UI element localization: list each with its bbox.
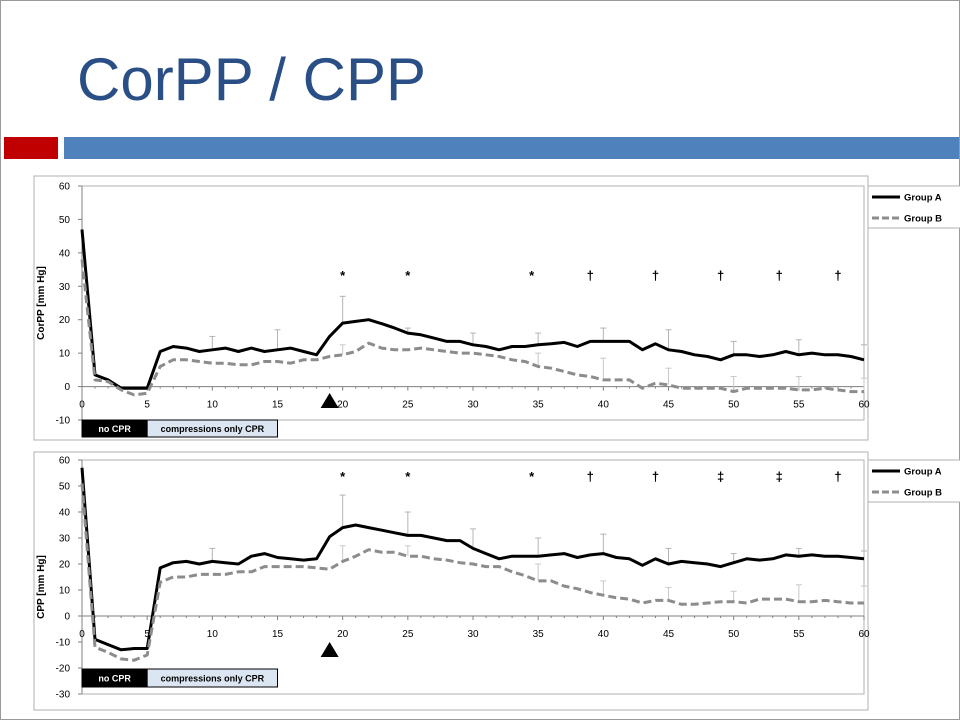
significance-marker: * xyxy=(529,469,535,484)
y-tick-label: 20 xyxy=(59,315,71,326)
x-tick-label: 35 xyxy=(533,629,545,640)
legend-label: Group B xyxy=(904,488,942,499)
series-line-group-b xyxy=(80,259,864,397)
phase-label: no CPR xyxy=(98,424,131,434)
chart-frame xyxy=(33,175,869,441)
series-line-group-a xyxy=(80,467,865,652)
cpp-chart: -30 -20 -10 0 10 20 30 40 50 60 0 5 10 15 20 25 30 35 40 45… xyxy=(33,451,960,711)
accent-bar-red xyxy=(4,137,58,159)
x-tick-label: 45 xyxy=(663,400,675,411)
y-tick-label: 20 xyxy=(59,560,71,571)
plot-area xyxy=(81,459,865,695)
significance-marker: * xyxy=(529,268,535,283)
significance-marker: * xyxy=(340,469,346,484)
y-tick-label: 30 xyxy=(59,534,71,545)
x-tick-label: 55 xyxy=(793,400,805,411)
y-tick-label: 0 xyxy=(64,612,70,623)
y-axis-label: CPP [mm Hg] xyxy=(36,555,47,619)
phase-label: no CPR xyxy=(98,674,131,684)
legend-label: Group A xyxy=(904,467,942,478)
significance-marker: * xyxy=(340,268,346,283)
significance-marker: * xyxy=(405,268,411,283)
plot-area xyxy=(81,185,865,421)
x-tick-label: 30 xyxy=(467,400,479,411)
significance-marker: † xyxy=(834,469,841,484)
significance-marker: ‡ xyxy=(776,469,783,484)
y-tick-label: 10 xyxy=(59,586,71,597)
event-marker xyxy=(320,393,339,408)
x-tick-label: 5 xyxy=(144,400,150,411)
significance-marker: ‡ xyxy=(717,469,724,484)
legend-box xyxy=(867,185,960,229)
phase-label: compressions only CPR xyxy=(161,424,265,434)
y-tick-label: -10 xyxy=(56,638,71,649)
x-tick-label: 50 xyxy=(728,629,740,640)
x-tick-label: 55 xyxy=(793,629,805,640)
x-tick-label: 10 xyxy=(207,629,219,640)
phase-label: compressions only CPR xyxy=(161,674,265,684)
y-tick-label: 50 xyxy=(59,215,71,226)
y-axis-label: CorPP [mm Hg] xyxy=(36,266,47,340)
y-tick-label: 0 xyxy=(64,382,70,393)
x-tick-label: 40 xyxy=(598,629,610,640)
legend-label: Group A xyxy=(904,193,942,204)
y-tick-label: 30 xyxy=(59,282,71,293)
y-tick-label: 10 xyxy=(59,349,71,360)
y-tick-label: 40 xyxy=(59,248,71,259)
x-tick-label: 0 xyxy=(79,400,85,411)
phase-bar xyxy=(146,668,278,688)
slide-title: CorPP / CPP xyxy=(77,46,427,113)
y-tick-label: -10 xyxy=(56,416,71,427)
x-tick-label: 25 xyxy=(402,400,414,411)
x-tick-label: 20 xyxy=(337,400,349,411)
accent-bar-blue xyxy=(64,137,959,159)
x-tick-label: 60 xyxy=(858,629,870,640)
significance-marker: † xyxy=(776,268,783,283)
significance-marker: † xyxy=(717,268,724,283)
y-tick-label: -30 xyxy=(56,690,71,701)
significance-marker: † xyxy=(587,469,594,484)
significance-marker: † xyxy=(652,469,659,484)
significance-marker: † xyxy=(652,268,659,283)
x-tick-label: 15 xyxy=(272,400,284,411)
x-tick-label: 15 xyxy=(272,629,284,640)
x-tick-label: 25 xyxy=(402,629,414,640)
x-tick-label: 5 xyxy=(144,629,150,640)
x-tick-label: 10 xyxy=(207,400,219,411)
y-tick-label: 60 xyxy=(59,182,71,193)
x-tick-label: 30 xyxy=(467,629,479,640)
y-tick-label: 60 xyxy=(59,456,71,467)
x-tick-label: 45 xyxy=(663,629,675,640)
significance-marker: * xyxy=(405,469,411,484)
y-tick-label: -20 xyxy=(56,664,71,675)
event-marker xyxy=(320,642,339,657)
significance-marker: † xyxy=(587,268,594,283)
y-tick-label: 50 xyxy=(59,482,71,493)
series-line-group-a xyxy=(80,229,865,390)
x-tick-label: 60 xyxy=(858,400,870,411)
legend-label: Group B xyxy=(904,214,942,225)
x-tick-label: 50 xyxy=(728,400,740,411)
series-line-group-b xyxy=(80,483,864,662)
x-tick-label: 20 xyxy=(337,629,349,640)
x-tick-label: 35 xyxy=(533,400,545,411)
y-tick-label: 40 xyxy=(59,508,71,519)
significance-marker: † xyxy=(834,268,841,283)
x-tick-label: 0 xyxy=(79,629,85,640)
phase-bar xyxy=(146,419,278,438)
chart-frame xyxy=(33,451,869,711)
corpp-chart: -10 0 10 20 30 40 50 60 0 5 10 15 20 25 30 35 40 45 50 55 60… xyxy=(33,175,960,441)
legend-box xyxy=(867,459,960,503)
x-tick-label: 40 xyxy=(598,400,610,411)
